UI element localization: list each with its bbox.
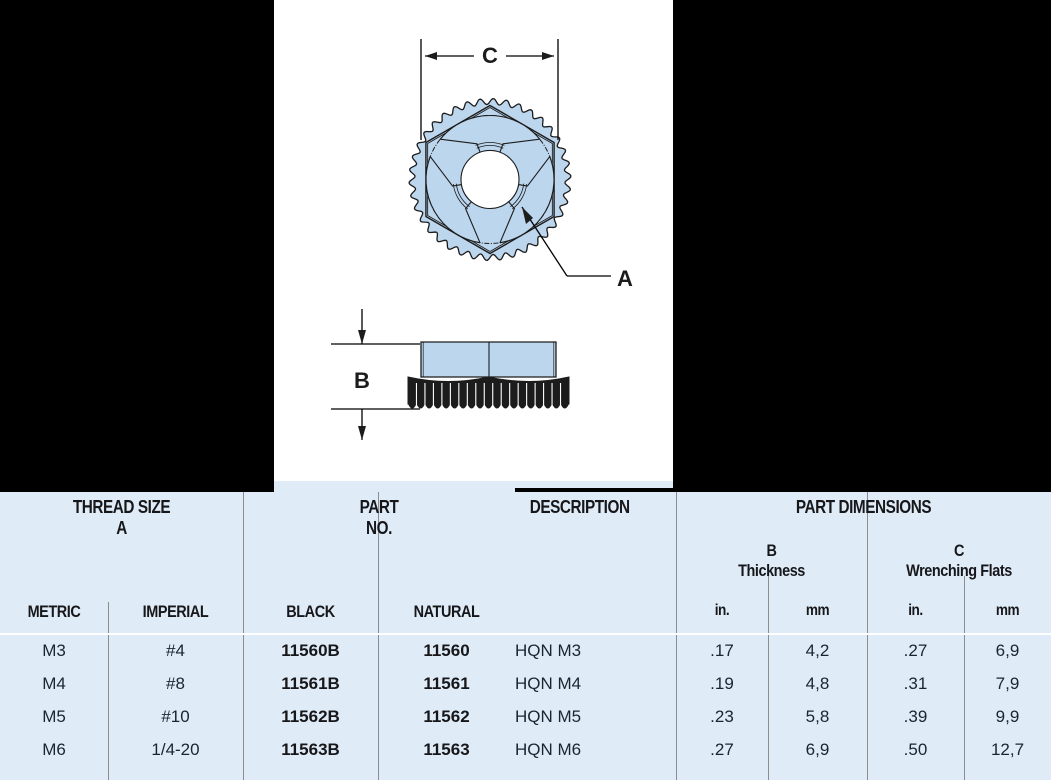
svg-text:B: B <box>354 368 370 393</box>
svg-text:C: C <box>482 43 498 68</box>
svg-text:A: A <box>617 266 633 291</box>
